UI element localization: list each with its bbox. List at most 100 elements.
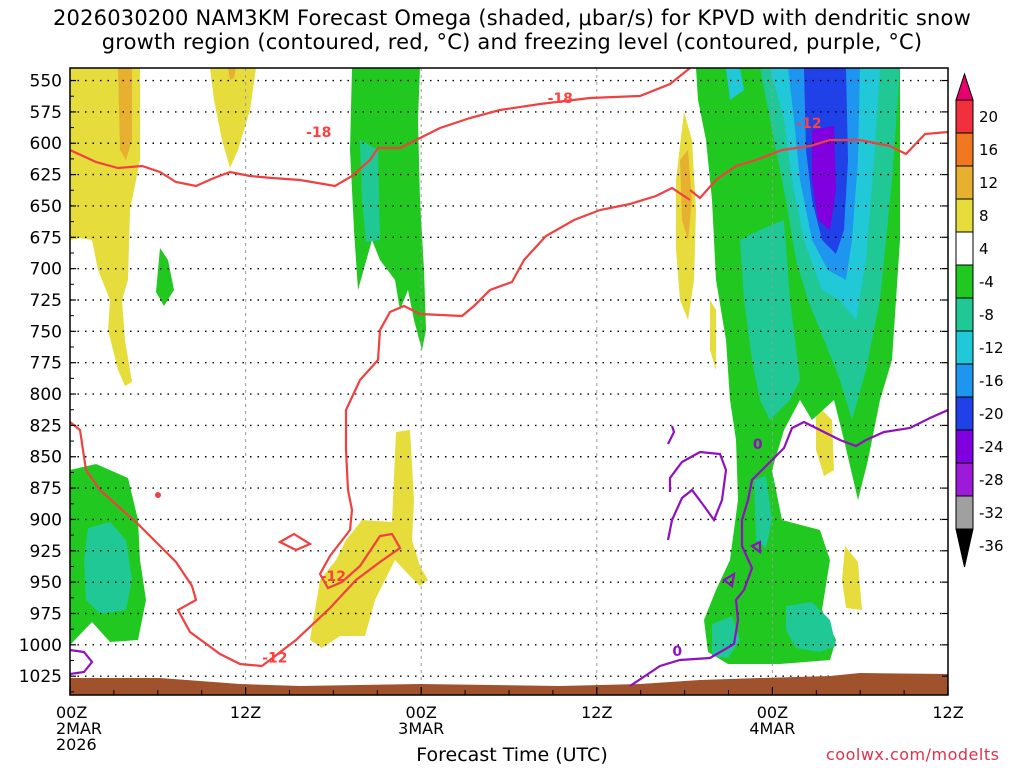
freezing-contour bbox=[666, 450, 728, 541]
omega-region bbox=[740, 220, 800, 420]
colorbar-label: -28 bbox=[979, 471, 1004, 489]
y-tick-label: 900 bbox=[30, 510, 62, 530]
colorbar-label: -12 bbox=[979, 339, 1004, 357]
omega-region bbox=[118, 68, 132, 160]
omega-region bbox=[786, 602, 836, 652]
colorbar-label: -36 bbox=[979, 537, 1004, 555]
terrain bbox=[70, 673, 948, 695]
colorbar-segment bbox=[955, 429, 974, 464]
colorbar-segment bbox=[955, 363, 974, 398]
contour-label: -12 bbox=[796, 116, 821, 132]
y-tick-label: 650 bbox=[30, 197, 62, 217]
contour-label: 0 bbox=[672, 644, 682, 660]
dgz-contour bbox=[70, 421, 263, 668]
chart-title-line-2: growth region (contoured, red, °C) and f… bbox=[101, 30, 923, 54]
colorbar-label: 8 bbox=[979, 207, 989, 225]
contour-label: -12 bbox=[262, 650, 287, 666]
contour-label: 0 bbox=[753, 437, 763, 453]
colorbar-label: 20 bbox=[979, 108, 998, 126]
freezing-contour bbox=[667, 425, 676, 445]
colorbar-label: -4 bbox=[979, 273, 994, 291]
x-tick-label: 00Z bbox=[757, 703, 788, 722]
colorbar-top-arrow bbox=[955, 72, 974, 101]
colorbar-label: -24 bbox=[979, 438, 1004, 456]
x-tick-label: 12Z bbox=[230, 703, 261, 722]
omega-region bbox=[350, 68, 426, 350]
colorbar-label: 12 bbox=[979, 174, 998, 192]
freezing-contour bbox=[70, 648, 94, 676]
contour-label: -18 bbox=[548, 91, 573, 107]
freezing-contour bbox=[722, 571, 736, 588]
y-tick-label: 625 bbox=[30, 166, 62, 186]
colorbar-label: -16 bbox=[979, 372, 1004, 390]
contour-label: -18 bbox=[306, 125, 331, 141]
omega-region bbox=[84, 522, 132, 614]
omega-region bbox=[680, 150, 692, 240]
x-tick-label: 3MAR bbox=[398, 719, 444, 738]
contour-labels: -18 -18 -12 -12 -12 0 0 bbox=[262, 91, 821, 666]
y-tick-label: 850 bbox=[30, 448, 62, 468]
colorbar-label: -8 bbox=[979, 306, 994, 324]
y-tick-label: 725 bbox=[30, 291, 62, 311]
colorbar-label: -20 bbox=[979, 405, 1004, 423]
colorbar-segment bbox=[955, 132, 974, 167]
omega-region bbox=[156, 248, 174, 306]
y-tick-label: 925 bbox=[30, 542, 62, 562]
dgz-contour bbox=[689, 130, 948, 200]
colorbar-segment bbox=[955, 198, 974, 233]
x-tick-label: 00Z bbox=[406, 703, 437, 722]
colorbar-bottom-arrow bbox=[955, 528, 974, 568]
y-tick-label: 600 bbox=[30, 134, 62, 154]
colorbar: 20 16 12 8 4 -4 -8 -12 -16 -20 -24 -28 -32 -36 bbox=[955, 72, 1004, 568]
y-tick-label: 550 bbox=[30, 72, 62, 92]
omega-region bbox=[712, 616, 740, 658]
y-tick-label: 1000 bbox=[19, 636, 62, 656]
dgz-contours bbox=[70, 68, 948, 668]
y-tick-label: 575 bbox=[30, 103, 62, 123]
y-tick-label: 825 bbox=[30, 416, 62, 436]
freezing-contours bbox=[70, 408, 948, 687]
colorbar-segment bbox=[955, 495, 974, 530]
y-tick-label: 700 bbox=[30, 260, 62, 280]
freezing-contour bbox=[749, 540, 762, 555]
chart-title-line-1: 2026030200 NAM3KM Forecast Omega (shaded… bbox=[53, 6, 971, 30]
contour-label: -12 bbox=[321, 569, 346, 585]
omega-region bbox=[842, 546, 862, 610]
colorbar-label: 4 bbox=[979, 240, 989, 258]
colorbar-segment bbox=[955, 264, 974, 299]
colorbar-segment bbox=[955, 231, 974, 266]
dgz-contour bbox=[261, 186, 691, 667]
omega-region bbox=[754, 476, 772, 548]
colorbar-segment bbox=[955, 462, 974, 497]
dgz-contour bbox=[277, 532, 313, 552]
y-axis: 550 575 600 625 650 675 700 725 750 775 800 825 850 8… bbox=[19, 72, 948, 693]
y-tick-label: 750 bbox=[30, 322, 62, 342]
omega-region bbox=[710, 300, 716, 370]
x-tick-label: 12Z bbox=[581, 703, 612, 722]
omega-region bbox=[726, 68, 744, 100]
x-tick-label: 2MAR bbox=[56, 719, 102, 738]
colorbar-segment bbox=[955, 396, 974, 431]
y-tick-label: 875 bbox=[30, 479, 62, 499]
x-axis-title: Forecast Time (UTC) bbox=[416, 744, 608, 766]
y-tick-label: 950 bbox=[30, 573, 62, 593]
omega-region bbox=[812, 126, 836, 230]
dgz-contour-dot bbox=[155, 492, 161, 498]
colorbar-label: -32 bbox=[979, 504, 1004, 522]
omega-region bbox=[310, 430, 428, 648]
x-tick-label: 2026 bbox=[56, 735, 97, 754]
dgz-contour bbox=[70, 68, 691, 188]
y-tick-label: 1025 bbox=[19, 667, 62, 687]
y-tick-label: 775 bbox=[30, 354, 62, 374]
x-tick-label: 00Z bbox=[56, 703, 87, 722]
omega-shading bbox=[70, 68, 900, 664]
y-tick-label: 975 bbox=[30, 604, 62, 624]
y-tick-label: 800 bbox=[30, 385, 62, 405]
omega-region bbox=[816, 404, 834, 476]
colorbar-segment bbox=[955, 297, 974, 332]
colorbar-label: 16 bbox=[979, 141, 998, 159]
omega-region bbox=[210, 68, 256, 168]
colorbar-segment bbox=[955, 99, 974, 134]
